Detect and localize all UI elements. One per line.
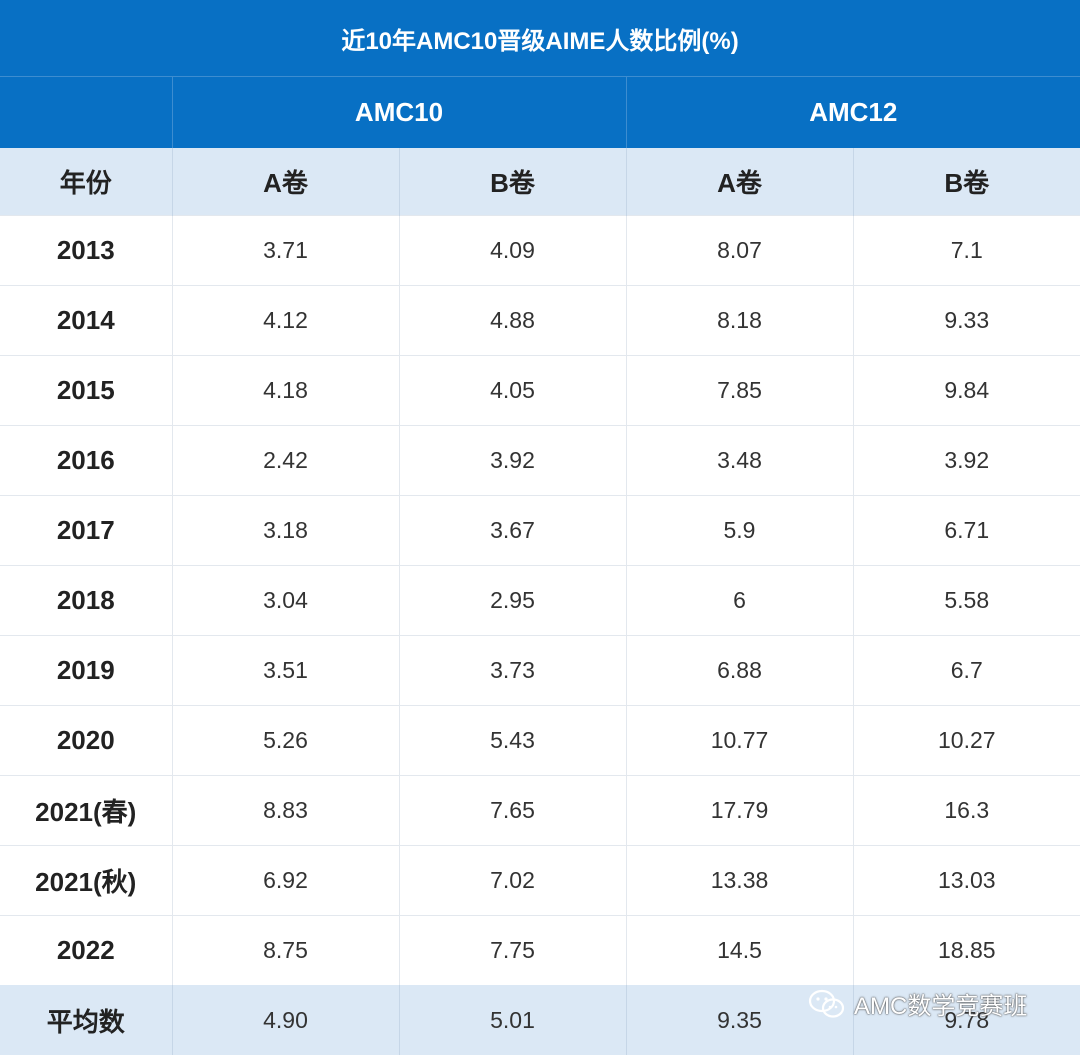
cell-amc12-a: 8.18 bbox=[626, 285, 854, 356]
group-header-row: AMC10 AMC12 bbox=[0, 76, 1080, 148]
table-title-row: 近10年AMC10晋级AIME人数比例(%) bbox=[0, 0, 1080, 77]
cell-amc10-a: 3.04 bbox=[172, 565, 400, 636]
cell-year: 2020 bbox=[0, 705, 173, 776]
subheader-amc12-b: B卷 bbox=[853, 148, 1080, 216]
table-row: 2015 4.18 4.05 7.85 9.84 bbox=[0, 355, 1080, 426]
cell-amc12-a: 17.79 bbox=[626, 775, 854, 846]
cell-amc10-a: 3.51 bbox=[172, 635, 400, 706]
cell-amc10-a: 8.75 bbox=[172, 915, 400, 985]
cell-year: 2021(秋) bbox=[0, 845, 173, 916]
subheader-amc10-b: B卷 bbox=[399, 148, 627, 216]
table-body: 2013 3.71 4.09 8.07 7.1 2014 4.12 4.88 8.18 9.33 2… bbox=[0, 215, 1080, 985]
wechat-icon bbox=[808, 989, 845, 1018]
cell-amc10-b: 4.09 bbox=[399, 215, 627, 286]
cell-amc12-b: 9.33 bbox=[853, 285, 1080, 356]
average-amc10-a: 4.90 bbox=[172, 985, 400, 1055]
table-row: 2022 8.75 7.75 14.5 18.85 bbox=[0, 915, 1080, 985]
cell-amc12-b: 10.27 bbox=[853, 705, 1080, 776]
cell-amc10-b: 5.43 bbox=[399, 705, 627, 776]
cell-amc12-a: 8.07 bbox=[626, 215, 854, 286]
cell-amc12-a: 6 bbox=[626, 565, 854, 636]
cell-amc10-a: 5.26 bbox=[172, 705, 400, 776]
cell-year: 2013 bbox=[0, 215, 173, 286]
table-row: 2014 4.12 4.88 8.18 9.33 bbox=[0, 285, 1080, 356]
table-row: 2013 3.71 4.09 8.07 7.1 bbox=[0, 215, 1080, 286]
subheader-row: 年份 A卷 B卷 A卷 B卷 bbox=[0, 148, 1080, 216]
cell-amc10-b: 3.92 bbox=[399, 425, 627, 496]
table-row: 2019 3.51 3.73 6.88 6.7 bbox=[0, 635, 1080, 706]
cell-amc12-b: 9.84 bbox=[853, 355, 1080, 426]
watermark-text: AMC数学竞赛班 bbox=[854, 993, 1028, 1020]
cell-amc10-a: 2.42 bbox=[172, 425, 400, 496]
cell-year: 2019 bbox=[0, 635, 173, 706]
cell-amc12-b: 16.3 bbox=[853, 775, 1080, 846]
cell-amc10-a: 6.92 bbox=[172, 845, 400, 916]
cell-year: 2016 bbox=[0, 425, 173, 496]
average-label: 平均数 bbox=[0, 985, 173, 1055]
cell-amc10-a: 3.18 bbox=[172, 495, 400, 566]
average-amc12-b: 9.78 bbox=[853, 985, 1080, 1055]
watermark: AMC数学竞赛班 bbox=[808, 986, 1027, 1021]
cell-amc12-b: 7.1 bbox=[853, 215, 1080, 286]
average-amc10-b: 5.01 bbox=[399, 985, 627, 1055]
cell-year: 2022 bbox=[0, 915, 173, 985]
cell-amc12-b: 3.92 bbox=[853, 425, 1080, 496]
table-row: 2016 2.42 3.92 3.48 3.92 bbox=[0, 425, 1080, 496]
cell-year: 2021(春) bbox=[0, 775, 173, 846]
cell-amc10-b: 2.95 bbox=[399, 565, 627, 636]
cell-year: 2017 bbox=[0, 495, 173, 566]
cell-amc12-a: 13.38 bbox=[626, 845, 854, 916]
cell-amc10-b: 3.67 bbox=[399, 495, 627, 566]
subheader-amc10-a: A卷 bbox=[172, 148, 400, 216]
group-header-empty bbox=[0, 76, 173, 148]
cell-amc10-a: 4.12 bbox=[172, 285, 400, 356]
cell-amc12-a: 3.48 bbox=[626, 425, 854, 496]
subheader-amc12-a: A卷 bbox=[626, 148, 854, 216]
cell-amc12-a: 5.9 bbox=[626, 495, 854, 566]
table-row: 2020 5.26 5.43 10.77 10.27 bbox=[0, 705, 1080, 776]
table-row: 2021(秋) 6.92 7.02 13.38 13.03 bbox=[0, 845, 1080, 916]
average-row: 平均数 4.90 5.01 9.35 9.78 bbox=[0, 985, 1080, 1055]
average-amc12-a: 9.35 bbox=[626, 985, 854, 1055]
cell-year: 2014 bbox=[0, 285, 173, 356]
cell-amc10-b: 4.88 bbox=[399, 285, 627, 356]
cell-amc10-a: 4.18 bbox=[172, 355, 400, 426]
cell-amc12-b: 13.03 bbox=[853, 845, 1080, 916]
cell-year: 2018 bbox=[0, 565, 173, 636]
cell-amc10-b: 4.05 bbox=[399, 355, 627, 426]
table-row: 2018 3.04 2.95 6 5.58 bbox=[0, 565, 1080, 636]
cell-amc10-b: 7.75 bbox=[399, 915, 627, 985]
cell-amc12-b: 6.7 bbox=[853, 635, 1080, 706]
table-row: 2017 3.18 3.67 5.9 6.71 bbox=[0, 495, 1080, 566]
group-header-amc10: AMC10 bbox=[172, 76, 627, 148]
cell-amc12-a: 10.77 bbox=[626, 705, 854, 776]
table-title: 近10年AMC10晋级AIME人数比例(%) bbox=[0, 0, 1080, 77]
cell-amc10-b: 7.65 bbox=[399, 775, 627, 846]
cell-amc12-b: 18.85 bbox=[853, 915, 1080, 985]
cell-amc10-b: 3.73 bbox=[399, 635, 627, 706]
cell-amc12-a: 6.88 bbox=[626, 635, 854, 706]
subheader-year: 年份 bbox=[0, 148, 173, 216]
table-row: 2021(春) 8.83 7.65 17.79 16.3 bbox=[0, 775, 1080, 846]
cell-amc12-a: 14.5 bbox=[626, 915, 854, 985]
cell-amc12-b: 5.58 bbox=[853, 565, 1080, 636]
cell-year: 2015 bbox=[0, 355, 173, 426]
cell-amc10-a: 8.83 bbox=[172, 775, 400, 846]
cell-amc10-b: 7.02 bbox=[399, 845, 627, 916]
cell-amc12-a: 7.85 bbox=[626, 355, 854, 426]
cell-amc12-b: 6.71 bbox=[853, 495, 1080, 566]
cell-amc10-a: 3.71 bbox=[172, 215, 400, 286]
group-header-amc12: AMC12 bbox=[626, 76, 1080, 148]
